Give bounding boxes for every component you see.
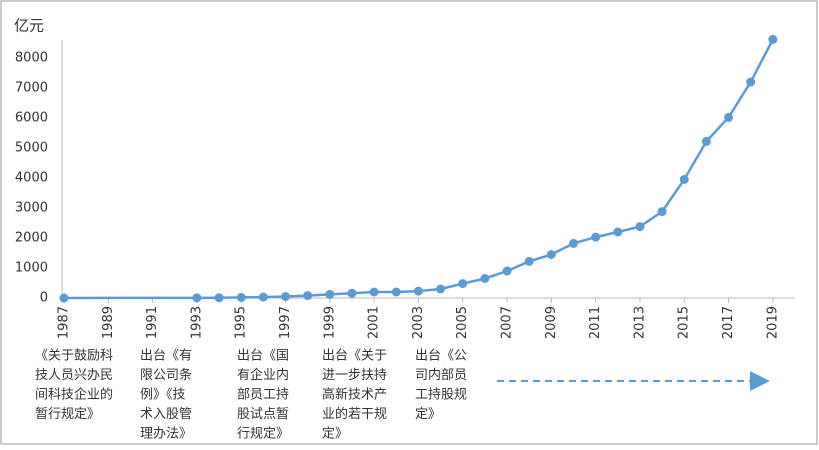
annotation: 出台《有 — [140, 349, 192, 364]
x-tick-label: 2003 — [411, 306, 426, 339]
point — [635, 222, 645, 232]
x-tick-label: 2007 — [500, 306, 515, 339]
x-tick-label: 1993 — [189, 306, 204, 339]
point — [59, 293, 69, 303]
point — [214, 293, 224, 303]
annotation: 出台《国 — [237, 349, 289, 364]
annotation: 工持股规 — [415, 388, 467, 403]
annotation: 高新技术产 — [322, 387, 387, 403]
point — [258, 292, 268, 302]
point — [768, 34, 778, 44]
annotation: 出台《关于 — [322, 349, 387, 364]
point — [325, 289, 335, 299]
point — [591, 232, 601, 242]
point — [524, 256, 534, 266]
annotation: 出台《公 — [415, 349, 467, 364]
point — [746, 77, 756, 87]
annotation: 定》 — [322, 427, 348, 442]
annotation: 业的若干规 — [322, 406, 387, 422]
x-tick-label: 2019 — [765, 306, 780, 339]
y-tick-label: 8000 — [15, 51, 48, 66]
annotation: 定》 — [415, 407, 441, 422]
x-tick-label: 1987 — [57, 306, 72, 339]
point — [679, 175, 689, 184]
point — [546, 250, 556, 259]
x-tick-label: 1997 — [278, 306, 293, 339]
y-tick-label: 5000 — [15, 141, 48, 156]
y-tick-label: 2000 — [15, 231, 48, 246]
x-tick-label: 2005 — [455, 306, 470, 339]
annotation: 例》《技 — [140, 388, 186, 403]
x-tick-label: 2009 — [544, 306, 559, 339]
point — [458, 279, 468, 289]
y-tick-label: 1000 — [15, 261, 48, 276]
x-tick-label: 2011 — [588, 306, 603, 339]
point — [613, 227, 623, 237]
x-tick-label: 1999 — [322, 306, 337, 339]
y-unit: 亿元 — [14, 17, 44, 35]
annotation: 司内部员 — [415, 367, 467, 383]
y-tick-label: 6000 — [15, 111, 48, 126]
y-tick-label: 3000 — [15, 201, 48, 216]
point — [391, 287, 401, 297]
x-tick-label: 2015 — [677, 306, 692, 339]
annotation: 限公司条 — [140, 367, 192, 383]
y-tick-label: 4000 — [15, 171, 48, 186]
x-tick-label: 2001 — [367, 306, 382, 339]
x-tick-label: 1991 — [145, 306, 160, 339]
x-tick-label: 1989 — [101, 306, 116, 339]
annotation: 部员工持 — [237, 388, 289, 403]
series-line — [63, 38, 774, 300]
point — [568, 238, 578, 248]
annotation: 技人员兴办民 — [35, 368, 113, 383]
annotation: 有企业内 — [237, 367, 289, 383]
annotation: 进一步扶持 — [322, 368, 387, 383]
annotation: 股试点暂 — [237, 407, 289, 422]
point — [192, 293, 202, 303]
annotation: 间科技企业的 — [35, 387, 113, 403]
y-tick-label: 7000 — [15, 81, 48, 96]
annotation: 《关于鼓励科 — [35, 349, 113, 364]
y-tick-label: 0 — [40, 291, 48, 306]
point — [436, 284, 446, 294]
point — [413, 286, 423, 296]
annotation: 暂行规定》 — [35, 407, 100, 422]
x-tick-label: 2013 — [632, 306, 647, 339]
point — [347, 288, 357, 298]
point — [701, 136, 711, 146]
point — [724, 112, 734, 122]
annotation: 理办法》 — [140, 427, 192, 442]
point — [303, 291, 313, 301]
point — [480, 274, 490, 283]
x-tick-label: 1995 — [234, 306, 249, 339]
point — [657, 207, 667, 217]
annotation: 术入股管 — [140, 407, 192, 422]
point — [369, 287, 379, 297]
annotation: 行规定》 — [237, 427, 289, 442]
point — [236, 292, 246, 302]
x-tick-label: 2017 — [721, 306, 736, 339]
point — [502, 266, 512, 276]
point — [281, 292, 291, 301]
